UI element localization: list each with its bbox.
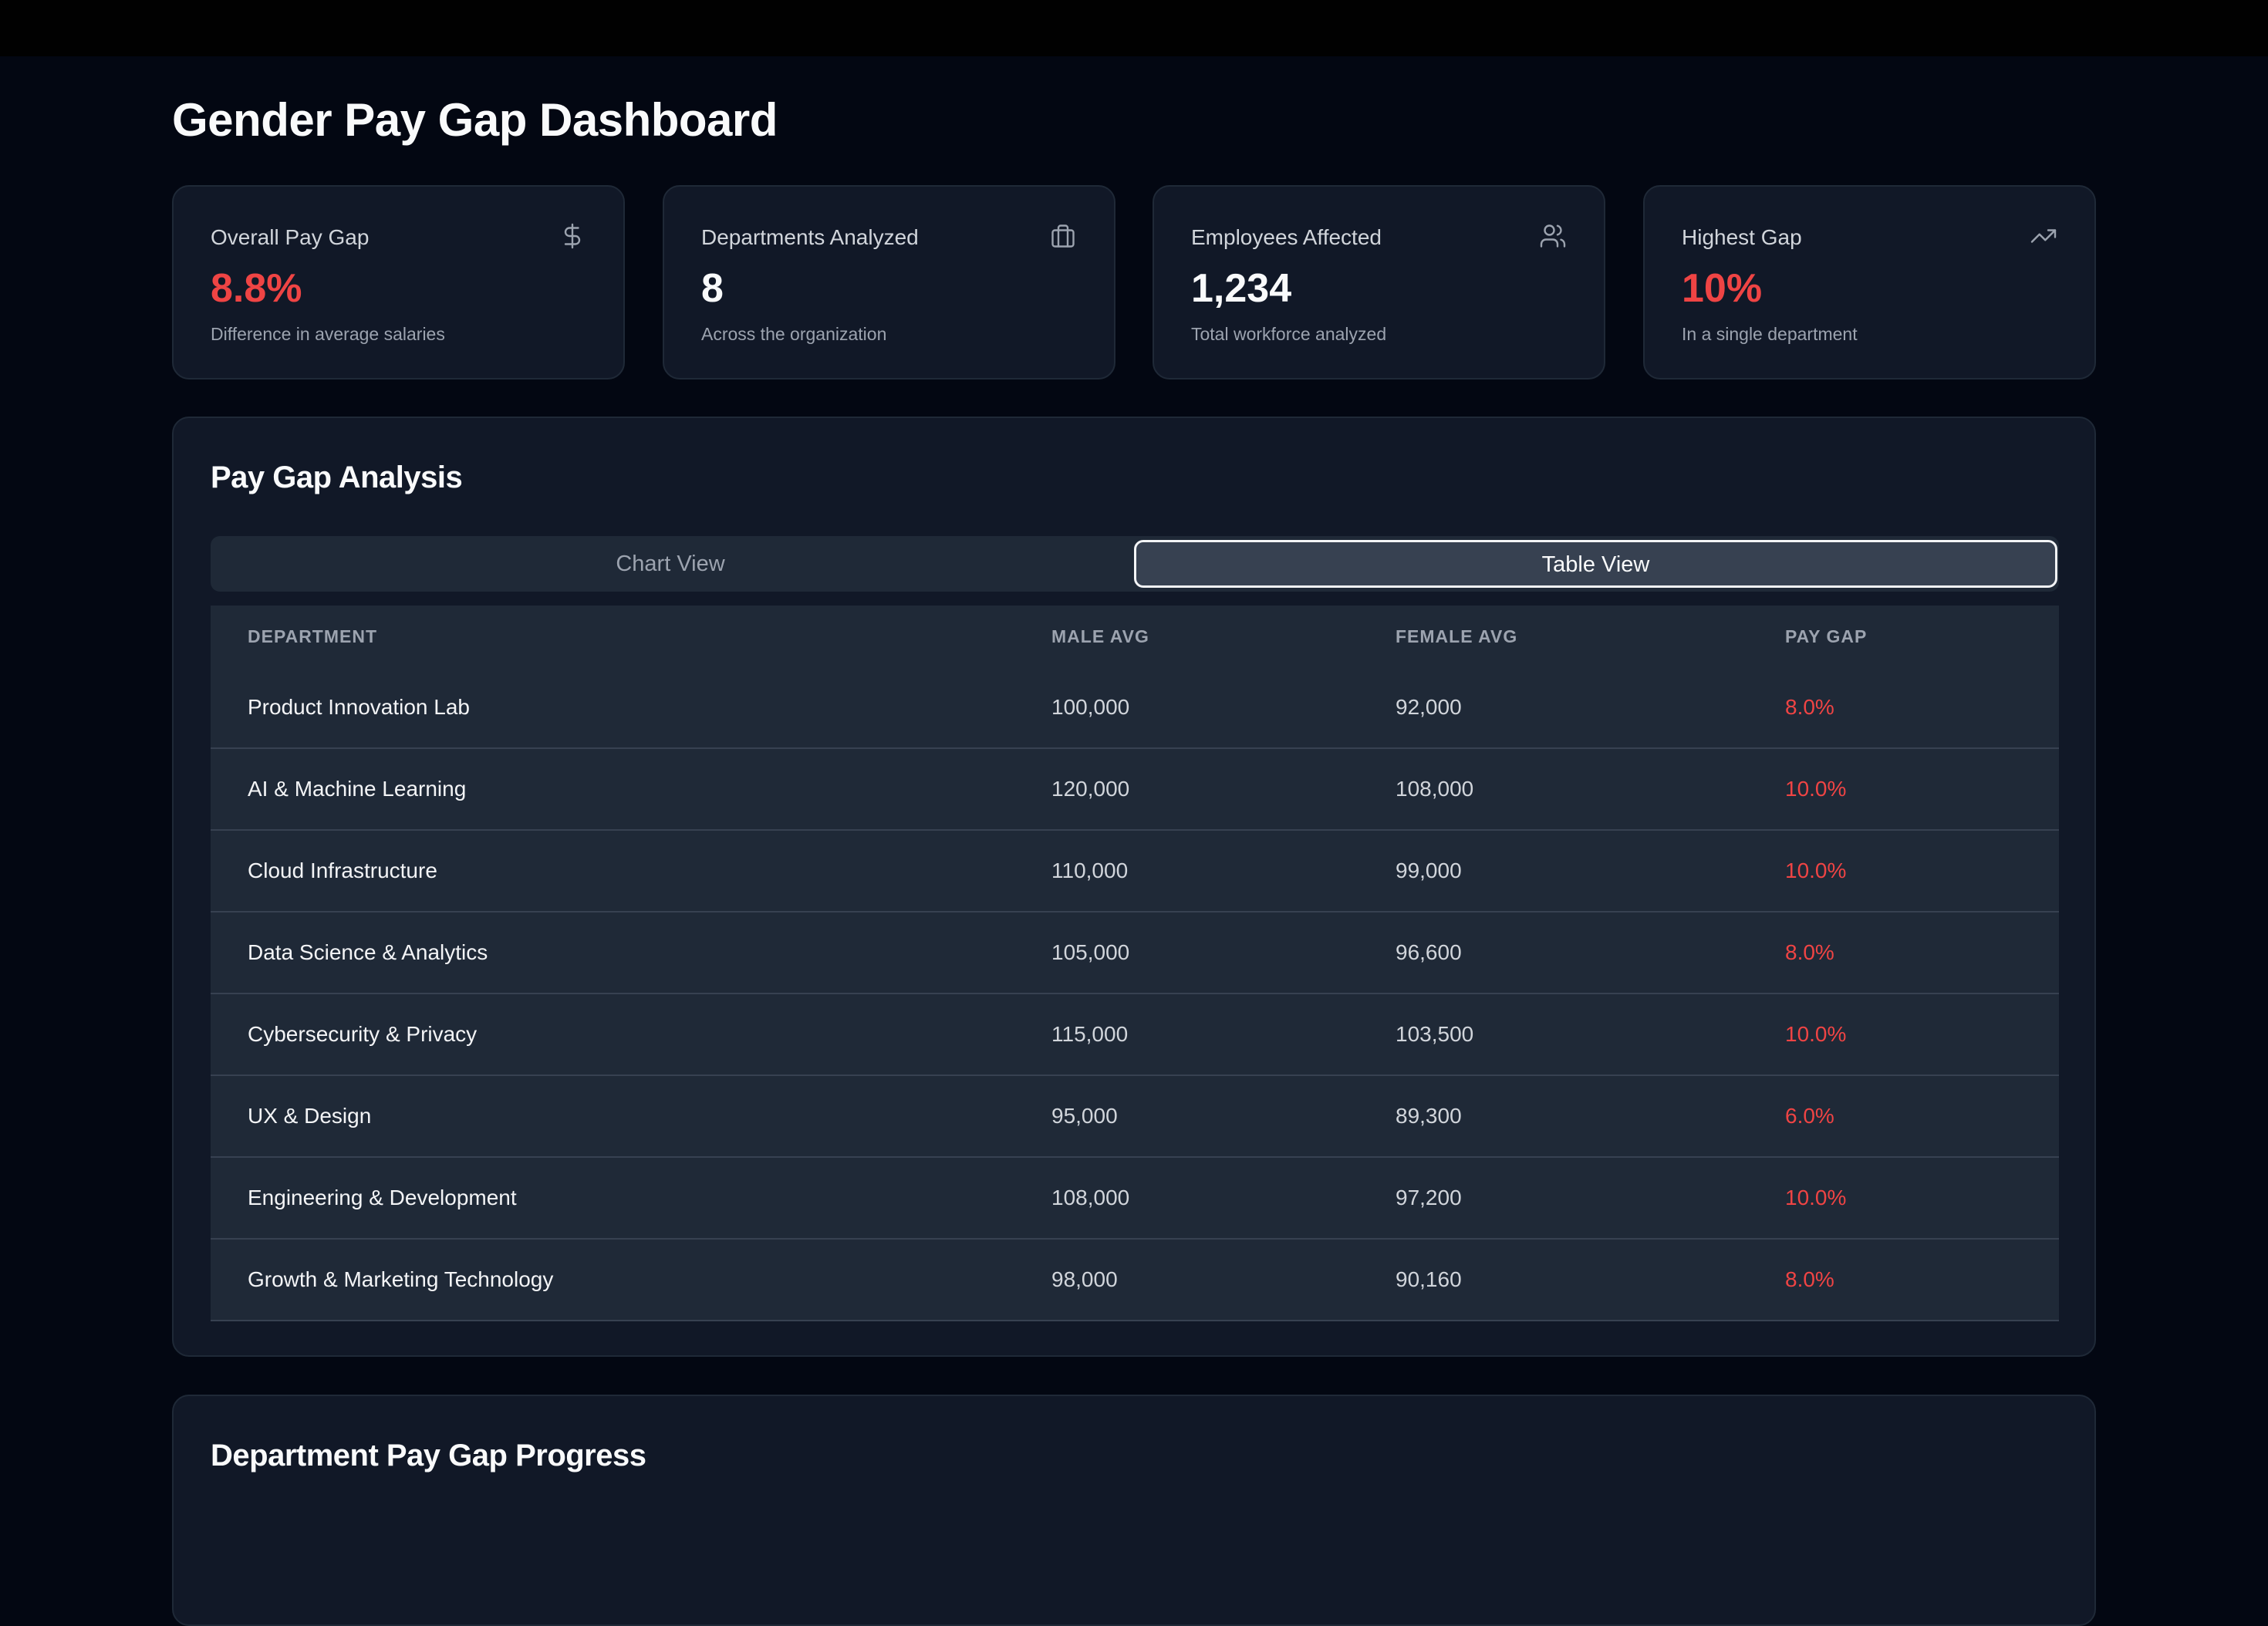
cell-department: AI & Machine Learning <box>248 777 467 801</box>
cell-female-avg: 108,000 <box>1396 777 1474 801</box>
table-row: Engineering & Development 108,000 97,200… <box>211 1158 2059 1240</box>
briefcase-icon <box>1049 222 1077 250</box>
users-icon <box>1539 222 1567 250</box>
cell-male-avg: 120,000 <box>1051 777 1130 801</box>
table-row: AI & Machine Learning 120,000 108,000 10… <box>211 749 2059 831</box>
stat-label: Overall Pay Gap <box>211 225 370 249</box>
stat-card-departments: Departments Analyzed 8 Across the organi… <box>663 185 1115 380</box>
stat-description: Across the organization <box>701 324 887 344</box>
cell-department: Cybersecurity & Privacy <box>248 1022 478 1046</box>
cell-pay-gap: 8.0% <box>1785 940 1834 964</box>
cell-pay-gap: 10.0% <box>1785 1022 1847 1046</box>
cell-male-avg: 98,000 <box>1051 1267 1118 1291</box>
department-progress-panel: Department Pay Gap Progress <box>172 1395 2096 1626</box>
cell-pay-gap: 10.0% <box>1785 777 1847 801</box>
cell-pay-gap: 6.0% <box>1785 1104 1834 1128</box>
stat-description: In a single department <box>1682 324 1858 344</box>
cell-department: Growth & Marketing Technology <box>248 1267 554 1291</box>
cell-pay-gap: 8.0% <box>1785 1267 1834 1291</box>
stat-description: Difference in average salaries <box>211 324 445 344</box>
table-row: Data Science & Analytics 105,000 96,600 … <box>211 913 2059 994</box>
table-header: DEPARTMENT MALE AVG FEMALE AVG PAY GAP <box>211 606 2059 667</box>
cell-department: Engineering & Development <box>248 1186 517 1209</box>
cell-pay-gap: 10.0% <box>1785 859 1847 882</box>
tab-table-view[interactable]: Table View <box>1134 540 2057 588</box>
panel-title: Pay Gap Analysis <box>211 460 463 494</box>
cell-female-avg: 97,200 <box>1396 1186 1462 1209</box>
table-row: Growth & Marketing Technology 98,000 90,… <box>211 1240 2059 1321</box>
column-header-female-avg[interactable]: FEMALE AVG <box>1396 626 1518 646</box>
stat-value: 8 <box>701 266 724 311</box>
stat-label: Employees Affected <box>1191 225 1382 249</box>
page-title: Gender Pay Gap Dashboard <box>172 94 778 146</box>
cell-male-avg: 108,000 <box>1051 1186 1130 1209</box>
table-row: Product Innovation Lab 100,000 92,000 8.… <box>211 667 2059 749</box>
dollar-icon <box>559 222 586 250</box>
pay-gap-analysis-panel: Pay Gap Analysis Chart View Table View D… <box>172 417 2096 1357</box>
stat-value: 1,234 <box>1191 266 1292 311</box>
cell-female-avg: 99,000 <box>1396 859 1462 882</box>
stat-card-employees: Employees Affected 1,234 Total workforce… <box>1153 185 1605 380</box>
stat-card-highest-gap: Highest Gap 10% In a single department <box>1643 185 2096 380</box>
cell-female-avg: 90,160 <box>1396 1267 1462 1291</box>
cell-department: Data Science & Analytics <box>248 940 488 964</box>
stat-label: Highest Gap <box>1682 225 1802 249</box>
panel-title: Department Pay Gap Progress <box>211 1439 646 1473</box>
pay-gap-table: DEPARTMENT MALE AVG FEMALE AVG PAY GAP P… <box>211 606 2059 1321</box>
stat-value: 8.8% <box>211 266 302 311</box>
cell-pay-gap: 8.0% <box>1785 695 1834 719</box>
cell-female-avg: 96,600 <box>1396 940 1462 964</box>
table-row: UX & Design 95,000 89,300 6.0% <box>211 1076 2059 1158</box>
stat-description: Total workforce analyzed <box>1191 324 1387 344</box>
cell-male-avg: 110,000 <box>1051 859 1129 882</box>
cell-female-avg: 92,000 <box>1396 695 1462 719</box>
column-header-department[interactable]: DEPARTMENT <box>248 626 378 646</box>
cell-male-avg: 100,000 <box>1051 695 1130 719</box>
cell-department: UX & Design <box>248 1104 372 1128</box>
column-header-pay-gap[interactable]: PAY GAP <box>1785 626 1868 646</box>
table-row: Cybersecurity & Privacy 115,000 103,500 … <box>211 994 2059 1076</box>
tab-chart-view[interactable]: Chart View <box>616 552 725 576</box>
cell-male-avg: 115,000 <box>1051 1022 1129 1046</box>
browser-top-bar <box>0 0 2268 56</box>
column-header-male-avg[interactable]: MALE AVG <box>1051 626 1149 646</box>
stat-card-overall-gap: Overall Pay Gap 8.8% Difference in avera… <box>172 185 625 380</box>
stat-value: 10% <box>1682 266 1763 311</box>
cell-department: Product Innovation Lab <box>248 695 470 719</box>
cell-department: Cloud Infrastructure <box>248 859 437 882</box>
cell-female-avg: 103,500 <box>1396 1022 1474 1046</box>
trending-up-icon <box>2030 222 2057 250</box>
cell-male-avg: 95,000 <box>1051 1104 1118 1128</box>
stat-label: Departments Analyzed <box>701 225 919 249</box>
cell-female-avg: 89,300 <box>1396 1104 1462 1128</box>
table-row: Cloud Infrastructure 110,000 99,000 10.0… <box>211 831 2059 913</box>
view-tabs: Chart View Table View <box>211 536 2059 592</box>
cell-pay-gap: 10.0% <box>1785 1186 1847 1209</box>
cell-male-avg: 105,000 <box>1051 940 1130 964</box>
stats-row: Overall Pay Gap 8.8% Difference in avera… <box>172 185 2096 380</box>
